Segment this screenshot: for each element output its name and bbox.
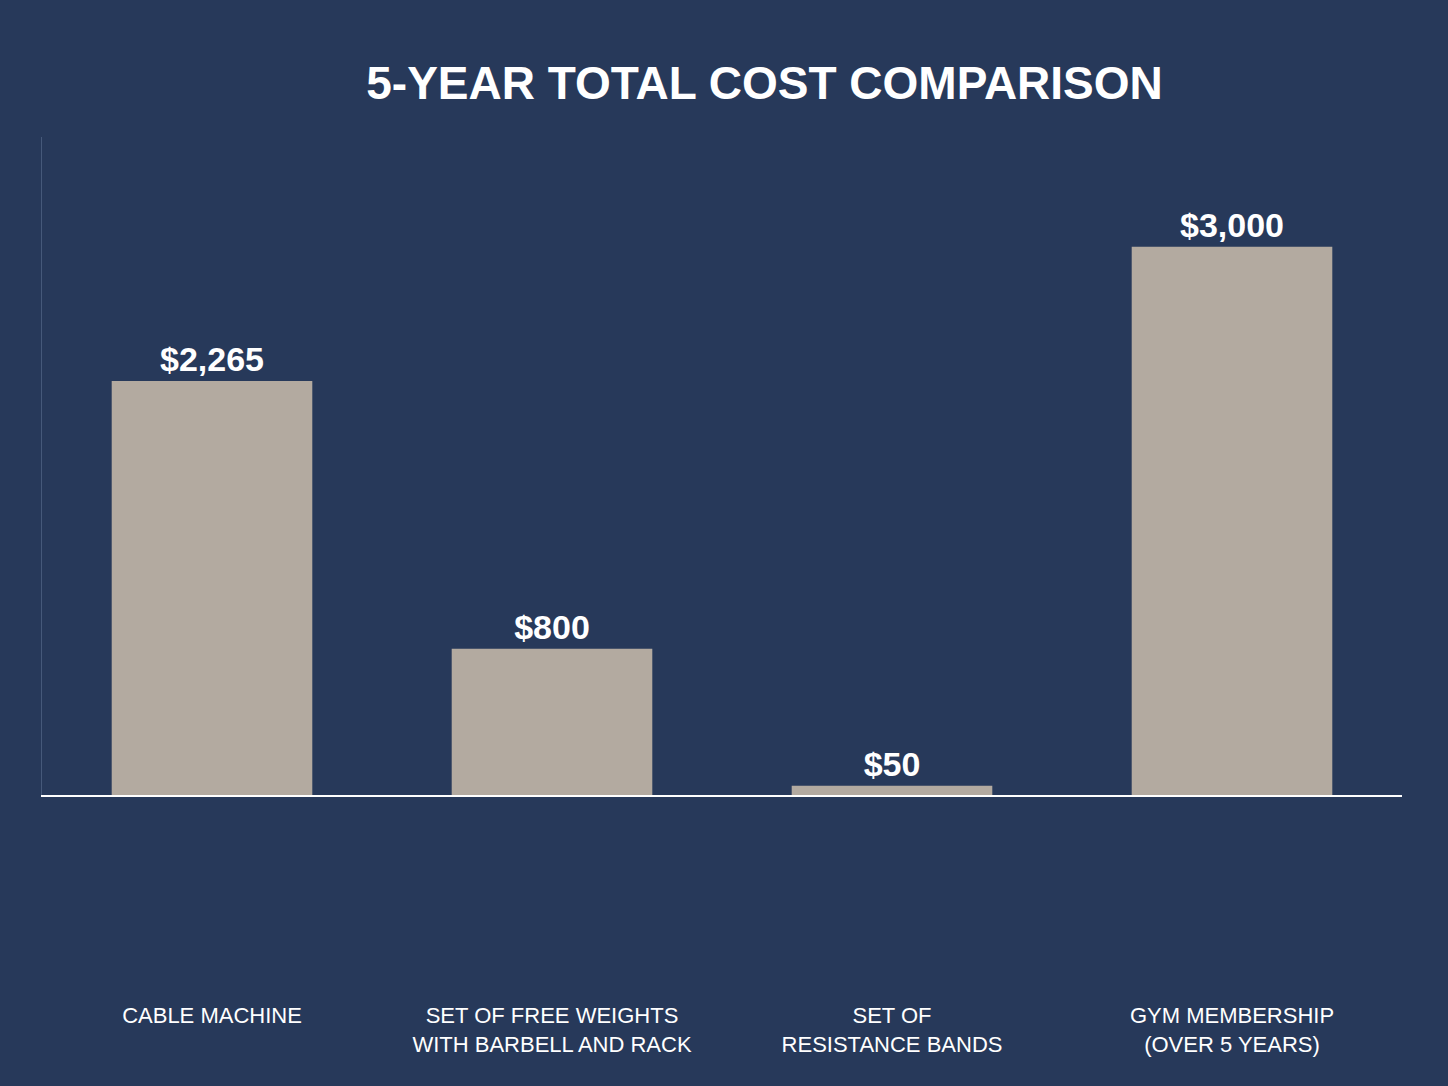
svg-text:SET OFRESISTANCE BANDS: SET OFRESISTANCE BANDS <box>782 1003 1003 1057</box>
svg-text:$3,000: $3,000 <box>1180 206 1284 244</box>
svg-text:$2,265: $2,265 <box>160 340 264 378</box>
svg-text:$50: $50 <box>864 745 921 783</box>
svg-text:5-YEAR TOTAL COST COMPARISON: 5-YEAR TOTAL COST COMPARISON <box>366 57 1163 109</box>
svg-text:CABLE MACHINE: CABLE MACHINE <box>122 1003 302 1028</box>
svg-text:SET OF FREE WEIGHTSWITH BARBEL: SET OF FREE WEIGHTSWITH BARBELL AND RACK <box>412 1003 691 1057</box>
svg-text:GYM MEMBERSHIP(OVER 5 YEARS): GYM MEMBERSHIP(OVER 5 YEARS) <box>1130 1003 1334 1057</box>
svg-text:$800: $800 <box>514 608 590 646</box>
